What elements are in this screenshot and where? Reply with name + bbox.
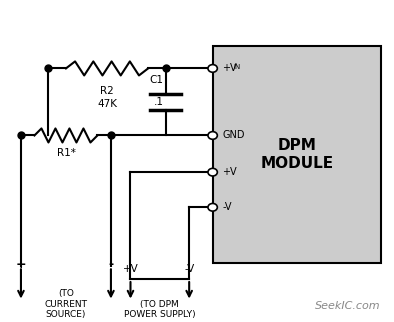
Text: IN: IN (233, 63, 240, 70)
Text: +V: +V (123, 264, 138, 274)
Text: +V: +V (223, 167, 237, 177)
Text: +V: +V (223, 63, 237, 73)
Text: GND: GND (223, 130, 245, 140)
Text: R2: R2 (100, 86, 114, 96)
Circle shape (208, 204, 217, 211)
Text: 47K: 47K (97, 99, 117, 109)
Text: (TO
CURRENT
SOURCE): (TO CURRENT SOURCE) (45, 289, 87, 319)
Bar (213, 46, 381, 263)
Circle shape (208, 168, 217, 176)
Text: -: - (108, 258, 113, 271)
Text: SeekIC.com: SeekIC.com (315, 301, 381, 311)
Text: .1: .1 (154, 97, 164, 107)
Text: R1*: R1* (56, 148, 75, 158)
Circle shape (208, 65, 217, 72)
Text: (TO DPM
POWER SUPPLY): (TO DPM POWER SUPPLY) (124, 299, 196, 319)
Text: -V: -V (223, 202, 232, 212)
Text: C1: C1 (150, 75, 164, 85)
Text: -V: -V (184, 264, 194, 274)
Text: DPM
MODULE: DPM MODULE (260, 138, 333, 171)
Text: +: + (16, 258, 26, 271)
Circle shape (208, 132, 217, 139)
